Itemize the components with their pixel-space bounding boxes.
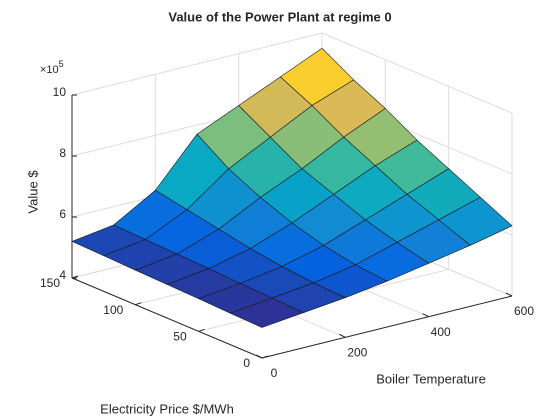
z-tick-label: 4	[59, 268, 66, 282]
surface-patch	[229, 297, 305, 328]
y-tick	[198, 328, 205, 332]
surface	[71, 47, 513, 328]
x-tick	[422, 313, 429, 318]
grid-line	[71, 32, 323, 96]
y-tick	[71, 275, 79, 279]
z-tick-label: 6	[59, 207, 66, 221]
y-tick-label: 100	[103, 303, 123, 317]
z-axis-label: Value $	[25, 170, 40, 214]
x-tick-label: 400	[431, 325, 451, 339]
z-tick-label: 8	[59, 146, 66, 160]
y-axis-label: Electricity Price $/MWh	[100, 401, 234, 416]
y-tick	[261, 355, 269, 359]
chart-title: Value of the Power Plant at regime 0	[168, 9, 391, 24]
y-axis	[71, 277, 263, 359]
x-tick	[505, 292, 513, 297]
x-axis	[261, 295, 513, 359]
y-tick	[135, 302, 142, 306]
x-axis-label: Boiler Temperature	[376, 371, 486, 386]
z-multiplier-exponent: 5	[59, 59, 64, 69]
z-multiplier: ×105	[40, 59, 64, 76]
y-tick-label: 50	[173, 330, 187, 344]
x-tick	[255, 354, 263, 359]
x-tick-label: 0	[271, 366, 278, 380]
z-tick-label: 10	[53, 85, 67, 99]
x-tick-label: 600	[514, 304, 534, 318]
y-tick-label: 150	[40, 276, 60, 290]
x-tick	[339, 333, 346, 338]
y-tick-label: 0	[243, 356, 250, 370]
x-tick-label: 200	[347, 346, 367, 360]
z-multiplier-base: ×10	[40, 64, 59, 76]
grid-line	[321, 32, 513, 114]
